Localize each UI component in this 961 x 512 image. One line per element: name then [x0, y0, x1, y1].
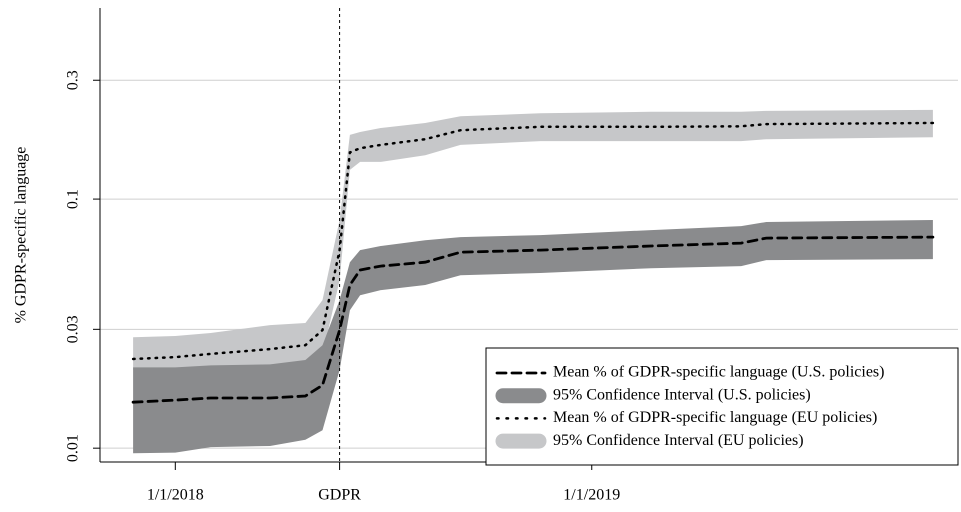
mean-line: [131, 235, 935, 404]
confidence-band: [133, 109, 933, 373]
legend-label: 95% Confidence Interval (EU policies): [553, 432, 804, 449]
x-tick-label: GDPR: [318, 487, 361, 504]
y-tick-label: 0.03: [65, 315, 82, 343]
legend-label: Mean % of GDPR-specific language (U.S. p…: [553, 364, 884, 381]
x-tick-label: 1/1/2019: [563, 487, 620, 504]
y-tick-label: 0.01: [65, 434, 82, 462]
legend-box: [485, 347, 959, 466]
y-axis-label: % GDPR-specific language: [13, 147, 30, 324]
legend-label: Mean % of GDPR-specific language (EU pol…: [553, 409, 877, 426]
confidence-band: [133, 220, 933, 454]
x-tick-label: 1/1/2018: [147, 487, 204, 504]
legend-label: 95% Confidence Interval (U.S. policies): [553, 386, 811, 403]
y-tick-label: 0.3: [65, 70, 82, 90]
y-tick-label: 0.1: [65, 189, 82, 209]
